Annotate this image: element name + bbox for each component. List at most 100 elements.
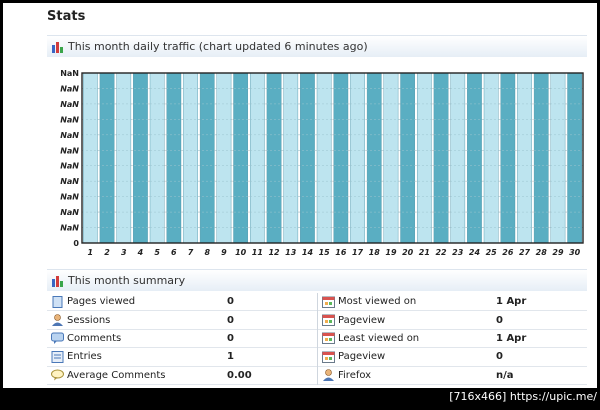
x-tick-label: 27 <box>519 248 531 257</box>
y-tick-label: NaN <box>60 115 79 124</box>
summary-value: n/a <box>496 369 514 381</box>
x-tick-label: 26 <box>502 248 514 257</box>
x-tick-label: 23 <box>452 248 464 257</box>
summary-label: Most viewed on <box>338 296 417 308</box>
x-tick-label: 20 <box>402 248 414 257</box>
y-tick-label: NaN <box>60 100 79 109</box>
bar <box>183 72 198 244</box>
summary-value: 0 <box>496 351 503 363</box>
calendar-icon <box>322 314 335 327</box>
bar <box>366 72 382 244</box>
summary-row: Average Comments 0.00 <box>47 367 317 385</box>
bar <box>550 72 566 244</box>
bar-chart-icon <box>52 275 63 287</box>
summary-label: Entries <box>67 351 102 363</box>
summary-row: Pages viewed 0 <box>47 293 317 312</box>
traffic-heading: This month daily traffic (chart updated … <box>68 40 368 53</box>
summary-label: Average Comments <box>67 369 166 381</box>
bar <box>483 72 499 244</box>
bar <box>316 72 332 244</box>
watermark: [716x466] https://upic.me/ <box>449 390 597 403</box>
y-tick-label: NaN <box>60 224 79 233</box>
bar <box>333 72 349 244</box>
bar <box>350 72 365 244</box>
bar <box>249 72 265 244</box>
page-icon <box>52 295 63 308</box>
x-tick-label: 7 <box>188 248 194 257</box>
bar <box>133 72 148 244</box>
summary-value: 1 Apr <box>496 296 527 308</box>
summary-left-column: Pages viewed 0 Sessions 0 Comments 0 Ent… <box>47 293 317 385</box>
x-tick-label: 24 <box>469 248 481 257</box>
summary-label: Pageview <box>338 351 386 363</box>
summary-label: Firefox <box>338 369 372 381</box>
bar <box>383 72 399 244</box>
summary-label: Pageview <box>338 314 386 326</box>
calendar-icon <box>322 332 335 345</box>
bar <box>233 72 249 244</box>
bar <box>467 72 482 244</box>
bar-chart-icon <box>52 41 63 53</box>
x-tick-label: 11 <box>252 248 263 257</box>
traffic-section-header: This month daily traffic (chart updated … <box>47 35 587 57</box>
summary-row: Least viewed on 1 Apr <box>318 330 587 349</box>
speech-icon <box>51 369 64 381</box>
summary-row: Most viewed on 1 Apr <box>318 293 587 312</box>
x-tick-label: 17 <box>352 248 364 257</box>
y-tick-label: NaN <box>60 69 79 78</box>
bar <box>533 72 549 244</box>
summary-row: Sessions 0 <box>47 311 317 330</box>
summary-value: 0 <box>496 314 503 326</box>
x-tick-label: 1 <box>88 248 94 257</box>
bar <box>116 72 132 244</box>
bar <box>166 72 182 244</box>
bar <box>433 72 449 244</box>
x-tick-label: 4 <box>137 248 144 257</box>
bar <box>149 72 165 244</box>
x-tick-label: 15 <box>319 248 331 257</box>
bar <box>216 72 232 244</box>
x-tick-label: 10 <box>235 248 247 257</box>
summary-row: Pageview 0 <box>318 311 587 330</box>
summary-label: Comments <box>67 332 122 344</box>
page-title: Stats <box>47 9 86 24</box>
y-tick-label: NaN <box>60 131 79 140</box>
x-tick-label: 6 <box>171 248 177 257</box>
user-icon <box>52 314 63 327</box>
bar <box>567 72 583 244</box>
comment-icon <box>51 332 64 345</box>
bar <box>300 72 315 244</box>
y-tick-label: NaN <box>60 193 79 202</box>
bar <box>500 72 516 244</box>
summary-section-header: This month summary <box>47 269 587 291</box>
summary-label: Pages viewed <box>67 296 136 308</box>
x-tick-label: 28 <box>536 248 548 257</box>
summary-row: Pageview 0 <box>318 348 587 367</box>
x-tick-label: 2 <box>104 248 110 257</box>
bar <box>99 72 115 244</box>
calendar-icon <box>322 296 335 308</box>
y-tick-label: NaN <box>60 162 79 171</box>
summary-label: Sessions <box>67 314 111 326</box>
calendar-icon <box>322 351 335 363</box>
summary-heading: This month summary <box>68 274 186 287</box>
y-tick-label: NaN <box>60 208 79 217</box>
plot-frame <box>81 72 584 244</box>
y-tick-label: NaN <box>60 84 79 93</box>
summary-row: Entries 1 <box>47 348 317 367</box>
bar <box>400 72 416 244</box>
summary-value: 0 <box>227 296 234 308</box>
y-tick-label: NaN <box>60 146 79 155</box>
x-tick-label: 8 <box>204 248 210 257</box>
x-tick-label: 25 <box>486 248 498 257</box>
x-tick-label: 13 <box>285 248 297 257</box>
bar <box>199 72 215 244</box>
x-tick-label: 21 <box>419 248 430 257</box>
y-tick-label: NaN <box>60 177 79 186</box>
x-tick-label: 14 <box>302 248 314 257</box>
summary-value: 1 <box>227 351 234 363</box>
summary-row: Comments 0 <box>47 330 317 349</box>
x-tick-label: 9 <box>221 248 227 257</box>
bar <box>517 72 532 244</box>
